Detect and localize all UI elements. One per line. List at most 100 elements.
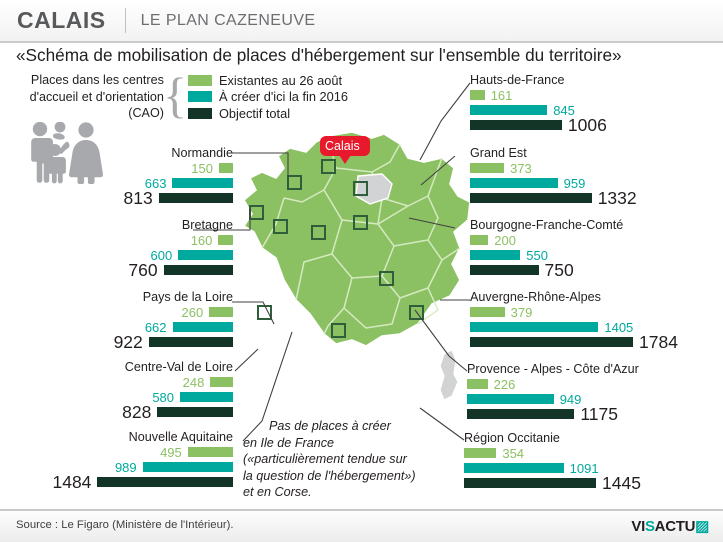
footer-rule xyxy=(0,509,723,511)
bar-value-existantes: 161 xyxy=(490,87,513,103)
region-nouvelle-aquitaine: Nouvelle Aquitaine 495 989 1484 xyxy=(8,430,233,492)
region-name: Hauts-de-France xyxy=(470,73,565,87)
bar-value-existantes: 200 xyxy=(494,232,516,248)
bar-existantes: 373 xyxy=(470,160,720,176)
bar-value-acreer: 663 xyxy=(144,175,167,191)
region-hauts-de-france: Hauts-de-France 161 845 1006 xyxy=(470,73,720,135)
bar-existantes: 161 xyxy=(470,87,720,103)
legend-caption: Places dans les centres d'accueil et d'o… xyxy=(8,72,164,122)
bar-acreer: 580 xyxy=(8,390,233,405)
bar-value-acreer: 662 xyxy=(144,319,167,335)
france-map xyxy=(232,128,482,428)
region-provence-alpes-cote-dazur: Provence - Alpes - Côte d'Azur 226 949 1… xyxy=(467,362,720,424)
bar-objectif: 760 xyxy=(8,260,233,280)
bar-objectif: 922 xyxy=(8,332,233,352)
region-grand-est: Grand Est 373 959 1332 xyxy=(470,146,720,208)
legend-label-existantes: Existantes au 26 août xyxy=(218,72,343,88)
bar-objectif: 1484 xyxy=(8,472,233,492)
family-icon xyxy=(14,121,114,189)
bar-existantes: 354 xyxy=(464,445,720,461)
footer-bar xyxy=(0,511,723,542)
bar-existantes: 495 xyxy=(8,445,233,460)
bar-value-existantes: 373 xyxy=(510,160,532,176)
bar-acreer: 959 xyxy=(470,175,720,191)
bar-value-acreer: 949 xyxy=(559,391,582,407)
region-bretagne: Bretagne 160 600 760 xyxy=(8,218,233,280)
header-bar: CALAIS LE PLAN CAZENEUVE xyxy=(0,0,723,41)
region-name: Centre-Val de Loire xyxy=(124,360,233,374)
bar-acreer: 1405 xyxy=(470,319,720,335)
legend-caption-line1: Places dans les centres xyxy=(30,73,164,87)
bar-existantes: 248 xyxy=(8,374,233,390)
bar-value-objectif: 760 xyxy=(128,259,158,280)
bar-existantes: 226 xyxy=(467,377,720,392)
bar-value-objectif: 1484 xyxy=(52,471,92,492)
header-rule xyxy=(0,41,723,43)
region-name: Provence - Alpes - Côte d'Azur xyxy=(467,362,639,376)
bar-value-acreer: 845 xyxy=(553,102,575,118)
source-credit: Source : Le Figaro (Ministère de l'Intér… xyxy=(16,519,234,531)
legend-caption-line2: d'accueil et d'orientation xyxy=(29,89,164,104)
bar-value-acreer: 1405 xyxy=(604,319,634,335)
bar-value-objectif: 1006 xyxy=(567,114,607,135)
bar-existantes: 160 xyxy=(8,232,233,248)
bar-value-existantes: 160 xyxy=(190,232,213,248)
bar-acreer: 949 xyxy=(467,391,720,407)
logo-part-a: VI xyxy=(631,518,645,535)
bar-acreer: 845 xyxy=(470,102,720,118)
bar-value-acreer: 600 xyxy=(150,247,173,263)
legend-swatch-existantes xyxy=(187,74,212,86)
bar-existantes: 379 xyxy=(470,304,720,320)
bar-objectif: 750 xyxy=(470,260,720,280)
bar-value-objectif: 813 xyxy=(123,187,153,208)
brand-title: CALAIS xyxy=(17,7,106,33)
bar-value-existantes: 248 xyxy=(182,374,205,390)
header-divider xyxy=(124,8,126,33)
page-title: «Schéma de mobilisation de places d'hébe… xyxy=(16,45,622,65)
region-name: Auvergne-Rhône-Alpes xyxy=(470,290,601,304)
bar-value-objectif: 828 xyxy=(122,401,152,422)
bar-acreer: 662 xyxy=(8,319,233,335)
note-line5: et en Corse. xyxy=(243,485,312,499)
legend: Places dans les centres d'accueil et d'o… xyxy=(8,66,348,123)
logo-part-c: ACTU xyxy=(654,518,696,535)
brace-icon: { xyxy=(162,66,187,123)
bar-existantes: 200 xyxy=(470,232,720,248)
note-line2: en Ile de France xyxy=(243,435,335,450)
bar-value-objectif: 1445 xyxy=(602,472,641,493)
region-name: Pays de la Loire xyxy=(142,290,233,304)
legend-swatch-objectif xyxy=(187,107,212,119)
bar-acreer: 989 xyxy=(8,459,233,475)
region-occitanie: Région Occitanie 354 1091 1445 xyxy=(464,431,720,493)
bar-objectif: 813 xyxy=(8,188,233,208)
legend-item-existantes: Existantes au 26 août xyxy=(187,72,348,89)
bar-objectif: 828 xyxy=(8,402,233,422)
bar-value-acreer: 989 xyxy=(114,459,137,475)
note-line1: Pas de places à créer xyxy=(269,419,391,433)
visactu-logo: VISACTU▨ xyxy=(631,517,709,535)
region-name: Bourgogne-Franche-Comté xyxy=(470,218,624,232)
region-name: Bretagne xyxy=(181,218,233,232)
bar-objectif: 1445 xyxy=(464,473,720,493)
bar-value-existantes: 379 xyxy=(510,304,533,320)
bar-value-existantes: 354 xyxy=(502,445,525,461)
bar-value-acreer: 959 xyxy=(563,175,586,191)
legend-swatch-acreer xyxy=(187,91,212,103)
region-pays-de-la-loire: Pays de la Loire 260 662 922 xyxy=(8,290,233,352)
region-name: Nouvelle Aquitaine xyxy=(128,430,233,444)
region-normandie: Normandie 150 663 813 xyxy=(8,146,233,208)
bar-objectif: 1332 xyxy=(470,188,720,208)
logo-mark-icon: ▨ xyxy=(695,518,709,535)
legend-label-acreer: À créer d'ici la fin 2016 xyxy=(218,89,348,105)
bar-objectif: 1175 xyxy=(467,404,720,424)
bar-acreer: 1091 xyxy=(464,460,720,476)
legend-items: Existantes au 26 août À créer d'ici la f… xyxy=(186,72,348,122)
logo-part-b: S xyxy=(644,518,655,535)
bar-value-acreer: 1091 xyxy=(569,460,599,476)
legend-caption-line3: (CAO) xyxy=(128,106,164,120)
bar-value-objectif: 1175 xyxy=(580,403,618,424)
bar-value-objectif: 750 xyxy=(544,259,574,280)
region-bourgogne-franche-comte: Bourgogne-Franche-Comté 200 550 750 xyxy=(470,218,720,280)
bar-value-objectif: 922 xyxy=(113,331,143,352)
